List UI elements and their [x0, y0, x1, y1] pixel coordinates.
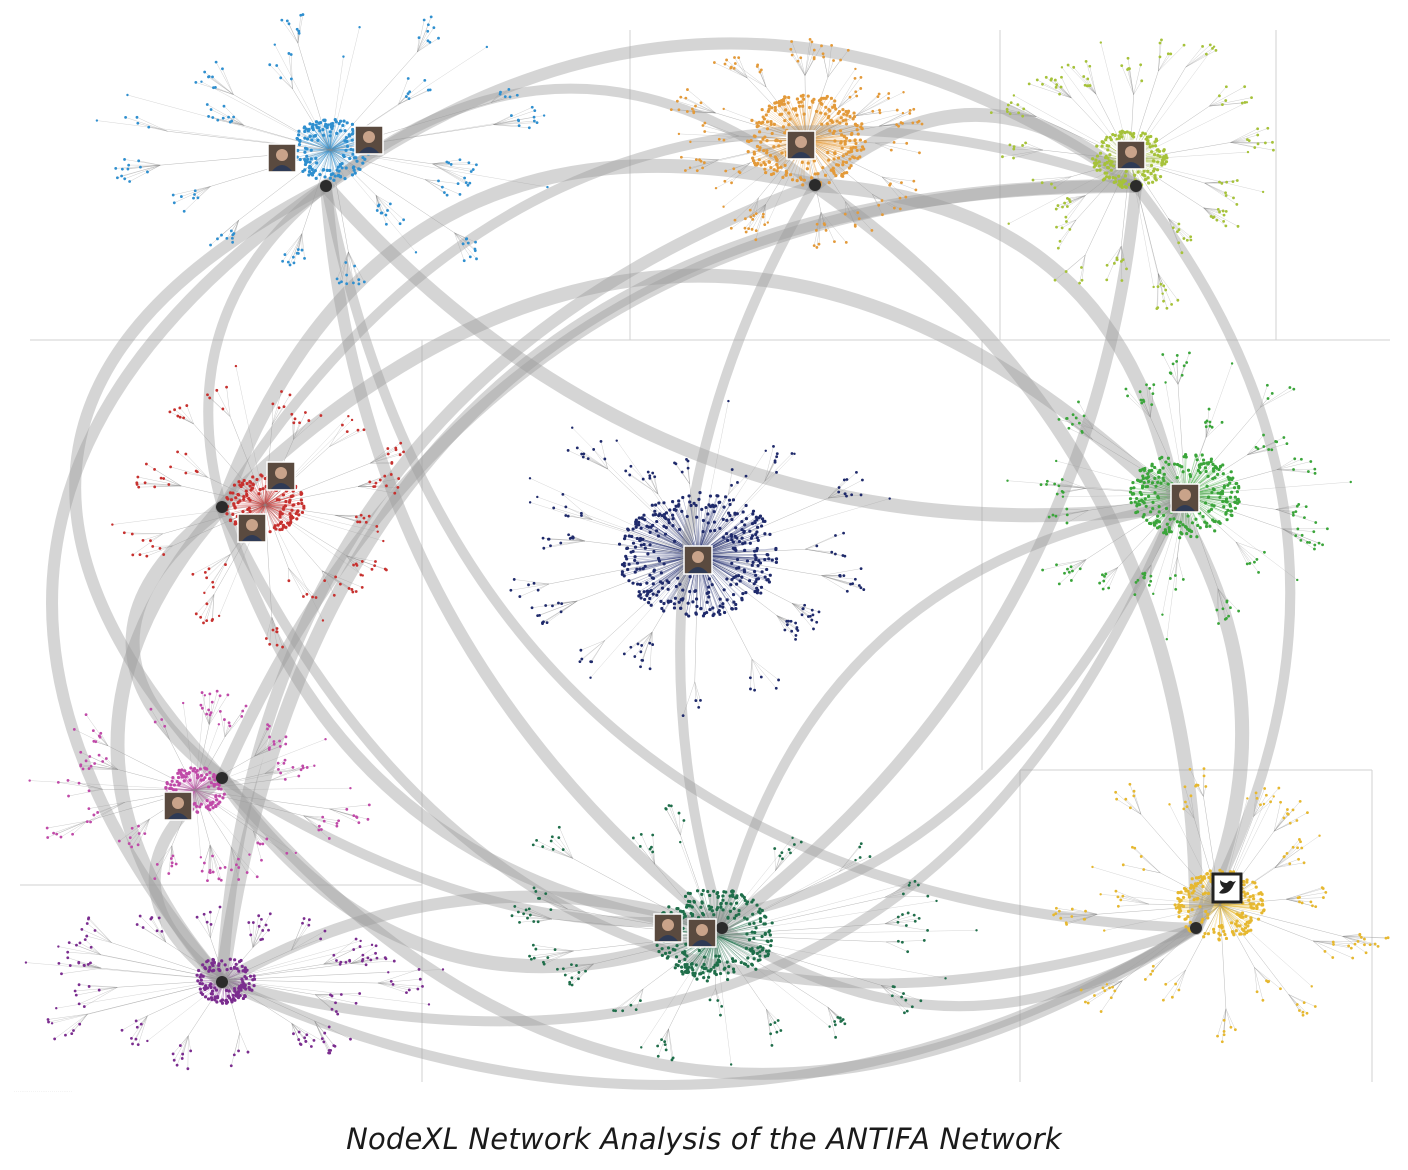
avatar-photo-icon	[1116, 140, 1146, 170]
bird-logo-icon	[1211, 872, 1243, 904]
avatar-photo-icon	[653, 913, 683, 943]
inter-group-edge	[125, 500, 229, 785]
avatar-layer	[163, 125, 1243, 948]
inter-group-edge	[215, 178, 1143, 989]
inter-group-edge	[203, 181, 331, 512]
inter-group-edge	[46, 180, 332, 988]
cluster-g9	[24, 905, 445, 1071]
inter-group-edge	[217, 125, 1141, 512]
cluster-g2	[669, 37, 924, 249]
inter-group-edge	[216, 501, 728, 934]
cluster-dividers	[20, 30, 1390, 1082]
inter-group-edge	[717, 501, 1181, 933]
inter-group-edge	[110, 500, 229, 989]
hub-node	[809, 179, 821, 191]
hub-node	[1190, 922, 1202, 934]
avatar-photo-icon	[267, 143, 297, 173]
inter-group-edge	[216, 179, 1142, 784]
inter-group-edge	[69, 180, 332, 784]
figure-caption: NodeXL Network Analysis of the ANTIFA Ne…	[346, 1122, 1062, 1156]
inter-group-edge	[320, 180, 728, 934]
cluster-g10	[1052, 767, 1390, 1044]
inter-group-edge	[215, 158, 822, 514]
inter-group-edge	[320, 37, 1142, 192]
inter-group-edge	[217, 923, 1201, 1090]
avatar-photo-icon	[1170, 483, 1200, 513]
inter-group-edge	[319, 179, 1183, 523]
hub-node	[216, 976, 228, 988]
avatar-photo-icon	[683, 545, 713, 575]
hub-node	[216, 501, 228, 513]
inter-group-edge	[217, 501, 1181, 927]
inter-group-edge	[808, 107, 1143, 193]
inter-group-edge	[717, 923, 1201, 1012]
network-graph	[20, 13, 1390, 1090]
fine-print: · · · · · · · · · · · · · · · · · · · · …	[14, 1089, 73, 1093]
avatar-photo-icon	[266, 461, 296, 491]
inter-group-edge	[216, 890, 728, 988]
avatar-photo-icon	[354, 125, 384, 155]
avatar-photo-icon	[237, 513, 267, 543]
vertex-layer	[24, 13, 1390, 1071]
inter-group-edge	[215, 268, 1183, 514]
cluster-g6	[1006, 351, 1352, 641]
inter-group-edge	[217, 502, 1201, 989]
inter-group-edge	[321, 83, 820, 191]
inter-group-edge	[217, 501, 1181, 1027]
avatar-photo-icon	[786, 130, 816, 160]
inter-group-edges	[46, 37, 1296, 1090]
inter-group-edge	[808, 178, 1183, 513]
hub-node	[216, 772, 228, 784]
inter-group-edge	[321, 181, 1201, 933]
inter-group-edge	[716, 180, 1142, 934]
hub-node	[1130, 180, 1142, 192]
inter-group-edge	[216, 772, 1202, 1080]
avatar-photo-icon	[163, 791, 193, 821]
cluster-g1	[95, 13, 549, 286]
avatar-photo-icon	[687, 918, 717, 948]
cluster-g3	[989, 38, 1275, 310]
inter-group-edge	[808, 178, 1204, 935]
inter-group-edge	[1131, 181, 1296, 933]
inter-group-edge	[215, 771, 729, 974]
hub-node	[716, 922, 728, 934]
hub-node	[320, 180, 332, 192]
cluster-g5	[509, 399, 891, 717]
